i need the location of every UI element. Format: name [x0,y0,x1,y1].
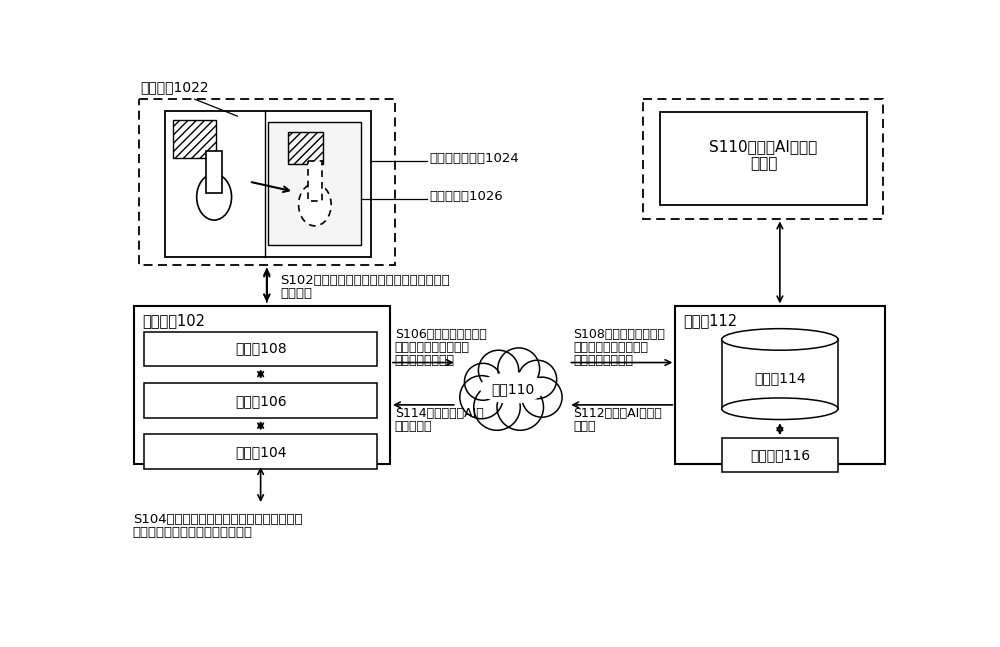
Text: 处理器106: 处理器106 [235,394,286,408]
Text: 件之间的运行关系: 件之间的运行关系 [395,354,455,367]
Bar [144,383,377,418]
Ellipse shape [475,368,550,411]
Text: S104，获取工作流模板中全部工作组件的组: S104，获取工作流模板中全部工作组件的组 [133,512,302,526]
Bar [288,131,323,164]
Text: 件属性信息和组件之间的运行关系: 件属性信息和组件之间的运行关系 [133,526,253,539]
Bar [643,99,883,219]
Bar [165,111,371,257]
Bar [308,161,322,201]
Ellipse shape [299,184,331,226]
Ellipse shape [722,398,838,419]
Text: S114，发送发送AI解: S114，发送发送AI解 [395,407,483,420]
Text: 案模板: 案模板 [573,421,595,433]
Bar [206,151,222,193]
Bar [675,306,885,464]
Ellipse shape [480,372,545,404]
Text: 决方案模板: 决方案模板 [395,421,432,433]
Text: 工作组件1022: 工作组件1022 [140,81,209,94]
Text: S106，发送添加操作指: S106，发送添加操作指 [395,328,486,341]
Text: 件之间的运行关系: 件之间的运行关系 [573,354,633,367]
Text: 显示器108: 显示器108 [235,342,286,356]
Bar [139,99,395,265]
Bar [722,340,838,409]
Bar [134,306,390,464]
Circle shape [478,350,519,390]
Text: 操作指令: 操作指令 [280,287,312,300]
Ellipse shape [722,329,838,350]
Text: S108，发送添加操作指: S108，发送添加操作指 [573,328,665,341]
Bar [660,113,867,204]
Bar [268,122,361,245]
Text: 工作流配置界面1024: 工作流配置界面1024 [430,152,519,165]
Circle shape [460,376,503,419]
Circle shape [518,360,557,399]
Text: 案模板: 案模板 [750,157,777,171]
Circle shape [498,348,540,389]
Text: 用户设备102: 用户设备102 [142,313,205,328]
Circle shape [522,377,562,417]
Text: 存储器104: 存储器104 [235,445,286,459]
Text: 处理引擎116: 处理引擎116 [750,448,810,462]
Bar [722,438,838,472]
Circle shape [474,384,520,430]
Text: 令、组件属性信息和组: 令、组件属性信息和组 [573,341,648,354]
Text: 数据库114: 数据库114 [754,371,806,385]
Bar [173,120,216,159]
Text: S110，生成AI解决方: S110，生成AI解决方 [709,140,818,155]
Text: S112，发送AI解决方: S112，发送AI解决方 [573,407,662,420]
Ellipse shape [197,174,232,220]
Text: S102，获取在工作流配置界面中触发的添加: S102，获取在工作流配置界面中触发的添加 [280,274,450,287]
Circle shape [464,364,502,400]
Text: 服务器112: 服务器112 [683,313,737,328]
Text: 令、组件属性信息和组: 令、组件属性信息和组 [395,341,470,354]
Text: 网络110: 网络110 [491,382,534,397]
Bar [144,332,377,366]
Circle shape [497,384,544,430]
Text: 工作流模板1026: 工作流模板1026 [430,190,503,204]
Bar [144,434,377,469]
